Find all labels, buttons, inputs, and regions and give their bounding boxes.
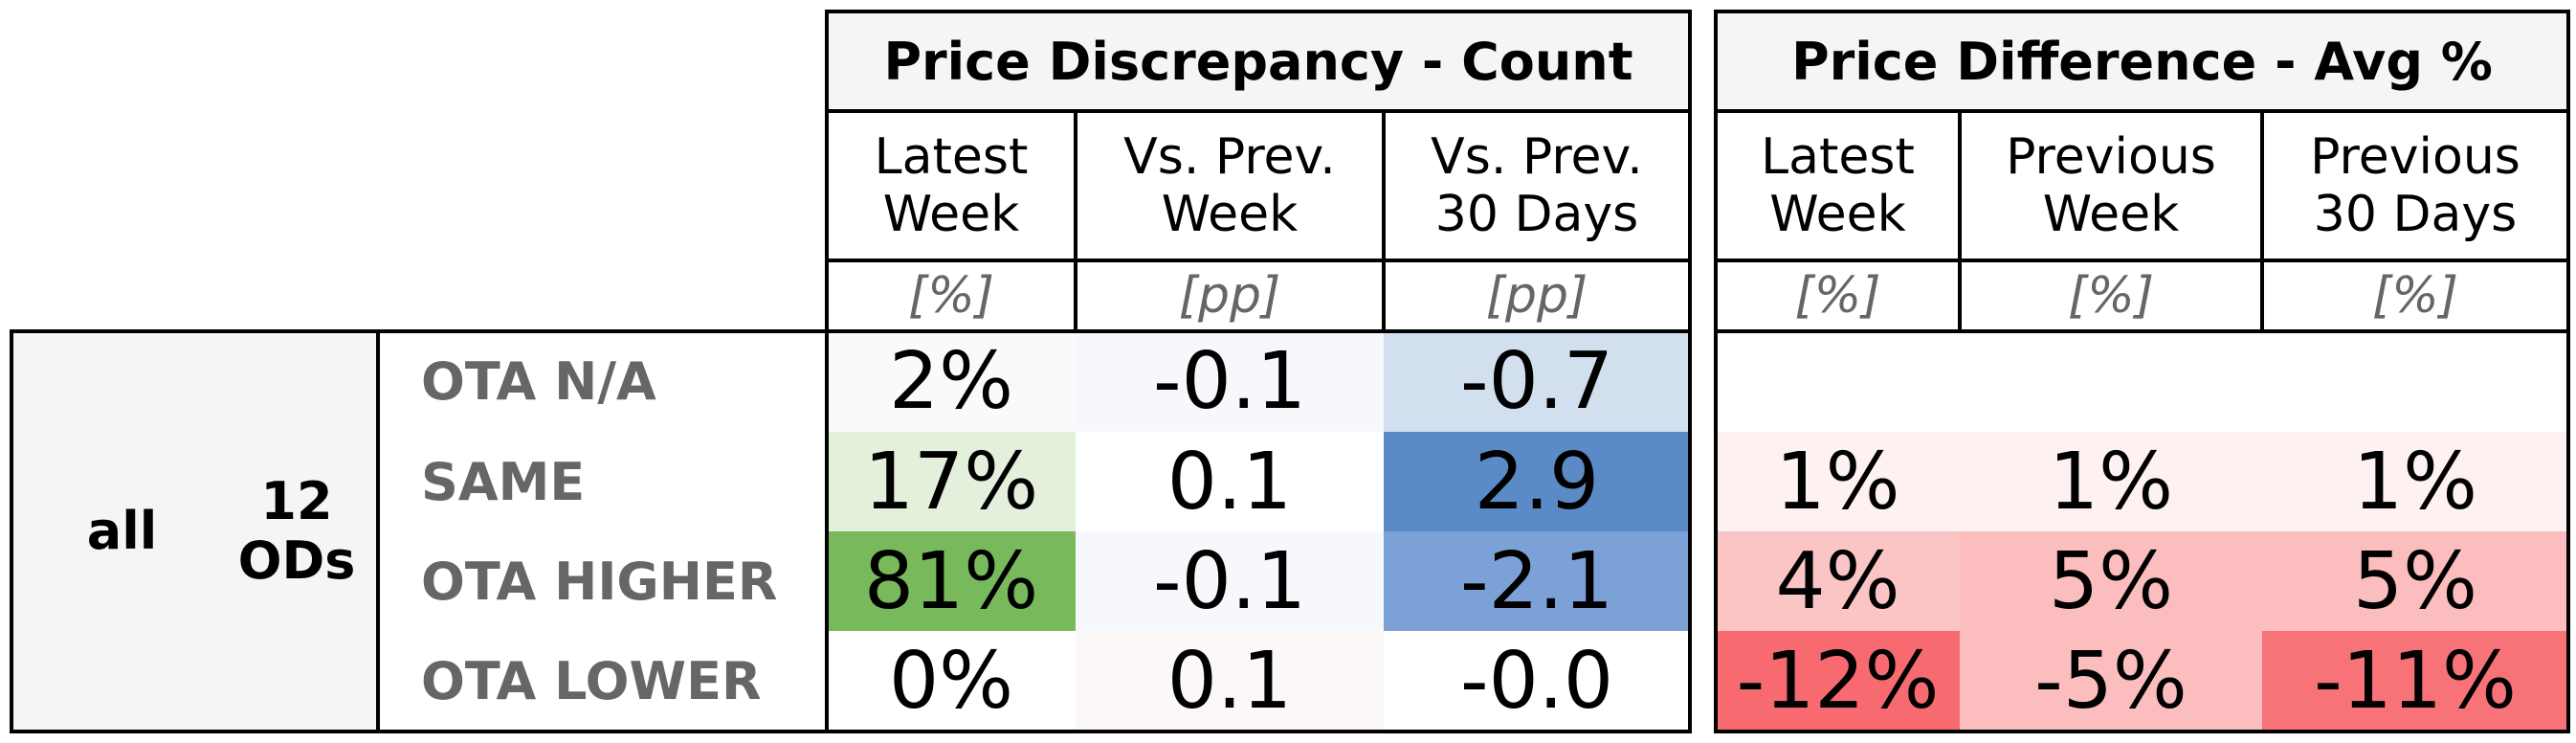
data-cell: 0.1 <box>1076 631 1384 732</box>
column-header: Vs. Prev. 30 Days <box>1431 128 1643 243</box>
column-unit: [pp] <box>1485 267 1588 325</box>
grid-line <box>376 329 380 733</box>
data-cell: -11% <box>2262 631 2568 732</box>
row-label: SAME <box>421 451 586 512</box>
column-unit: [%] <box>1794 267 1881 325</box>
data-cell: 5% <box>1960 531 2262 631</box>
data-cell: 2.9 <box>1384 432 1690 531</box>
grid-line <box>825 259 1692 262</box>
segment-label: all <box>86 501 158 561</box>
grid-line <box>1688 10 1692 733</box>
column-unit: [pp] <box>1178 267 1281 325</box>
grid-line <box>2260 109 2264 333</box>
data-cell: 5% <box>2262 531 2568 631</box>
grid-line <box>10 329 829 333</box>
panel-title: Price Discrepancy - Count <box>827 11 1690 111</box>
data-cell: -12% <box>1716 631 1960 732</box>
panel-title: Price Difference - Avg % <box>1716 11 2568 111</box>
data-cell: -0.7 <box>1384 331 1690 432</box>
column-unit: [%] <box>2068 267 2154 325</box>
grid-line <box>825 730 1692 733</box>
grid-line <box>1714 10 2570 13</box>
data-cell: 2% <box>827 331 1076 432</box>
column-header: Latest Week <box>874 128 1029 243</box>
data-cell: 1% <box>1960 432 2262 531</box>
data-cell: 0% <box>827 631 1076 732</box>
grid-line <box>825 109 1692 113</box>
grid-line <box>1958 109 1962 333</box>
grid-line <box>10 329 13 733</box>
data-cell: 17% <box>827 432 1076 531</box>
column-header: Vs. Prev. Week <box>1123 128 1336 243</box>
data-cell <box>1960 331 2262 432</box>
column-header: Latest Week <box>1761 128 1915 243</box>
grid-line <box>1074 109 1077 333</box>
data-cell: -0.1 <box>1076 531 1384 631</box>
grid-line <box>1714 259 2570 262</box>
column-unit: [%] <box>2372 267 2458 325</box>
data-cell: 1% <box>1716 432 1960 531</box>
grid-line <box>825 10 829 733</box>
column-header: Previous Week <box>2006 128 2216 243</box>
grid-line <box>2566 10 2570 733</box>
column-header: Previous 30 Days <box>2310 128 2520 243</box>
data-cell: -0.0 <box>1384 631 1690 732</box>
row-label: OTA LOWER <box>421 651 762 711</box>
group-background <box>11 331 378 732</box>
data-cell: -2.1 <box>1384 531 1690 631</box>
data-cell: 4% <box>1716 531 1960 631</box>
row-label: OTA HIGHER <box>421 551 778 612</box>
row-label: OTA N/A <box>421 351 656 412</box>
data-cell: 0.1 <box>1076 432 1384 531</box>
od-count-label: 12 ODs <box>237 471 356 591</box>
data-cell: 1% <box>2262 432 2568 531</box>
column-unit: [%] <box>908 267 994 325</box>
data-cell <box>1716 331 1960 432</box>
data-cell <box>2262 331 2568 432</box>
grid-line <box>1382 109 1386 333</box>
grid-line <box>1714 730 2570 733</box>
grid-line <box>10 730 829 733</box>
grid-line <box>825 10 1692 13</box>
data-cell: 81% <box>827 531 1076 631</box>
grid-line <box>1714 109 2570 113</box>
grid-line <box>825 329 1692 333</box>
data-cell: -0.1 <box>1076 331 1384 432</box>
grid-line <box>1714 329 2570 333</box>
grid-line <box>1714 10 1718 733</box>
data-cell: -5% <box>1960 631 2262 732</box>
